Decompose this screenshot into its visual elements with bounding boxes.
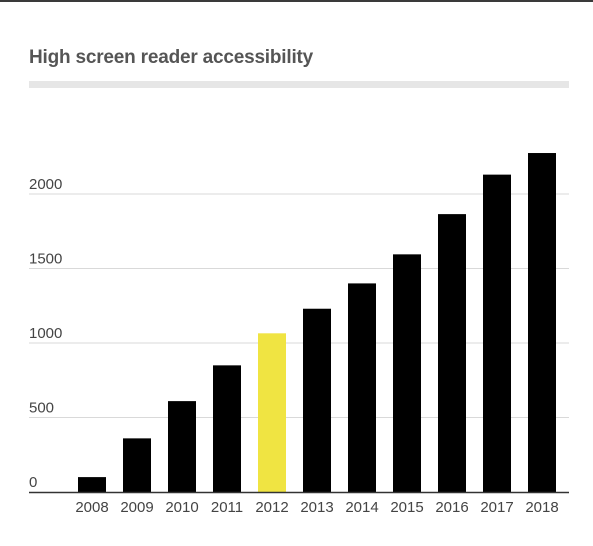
x-tick-label: 2011 [211,499,243,516]
y-axis-ticks: 0 500 1000 1500 2000 [29,176,62,491]
x-tick-label: 2009 [120,499,153,516]
x-axis-ticks: 2008 2009 2010 2011 2012 2013 2014 2015 2016 2017… [75,499,558,516]
x-tick-label: 2008 [75,499,108,516]
x-tick-label: 2010 [165,499,198,516]
top-rule [0,0,593,2]
bar-2013 [303,308,331,492]
bar-2010 [168,401,196,492]
title-underline-band [29,81,569,88]
bar-2016 [438,214,466,493]
bar-2011 [213,365,241,492]
x-tick-label: 2015 [390,499,423,516]
x-tick-label: 2014 [345,499,378,516]
x-tick-label: 2012 [255,499,288,516]
bar-2009 [123,438,151,492]
bar-2015 [393,254,421,492]
bar-2008 [78,477,106,492]
x-tick-label: 2016 [435,499,468,516]
x-tick-label: 2013 [300,499,333,516]
x-tick-label: 2017 [480,499,513,516]
y-tick-label: 1500 [29,251,62,268]
chart-title: High screen reader accessibility [29,47,314,68]
bars [78,153,556,493]
y-tick-label: 0 [29,474,37,491]
gridlines [29,193,569,418]
bar-2017 [483,174,511,492]
x-tick-label: 2018 [525,499,558,516]
y-tick-label: 2000 [29,176,62,193]
bar-2014 [348,283,376,492]
y-tick-label: 1000 [29,325,62,342]
bar-2018 [528,153,556,492]
y-tick-label: 500 [29,400,54,417]
bar-2012 [258,333,286,492]
